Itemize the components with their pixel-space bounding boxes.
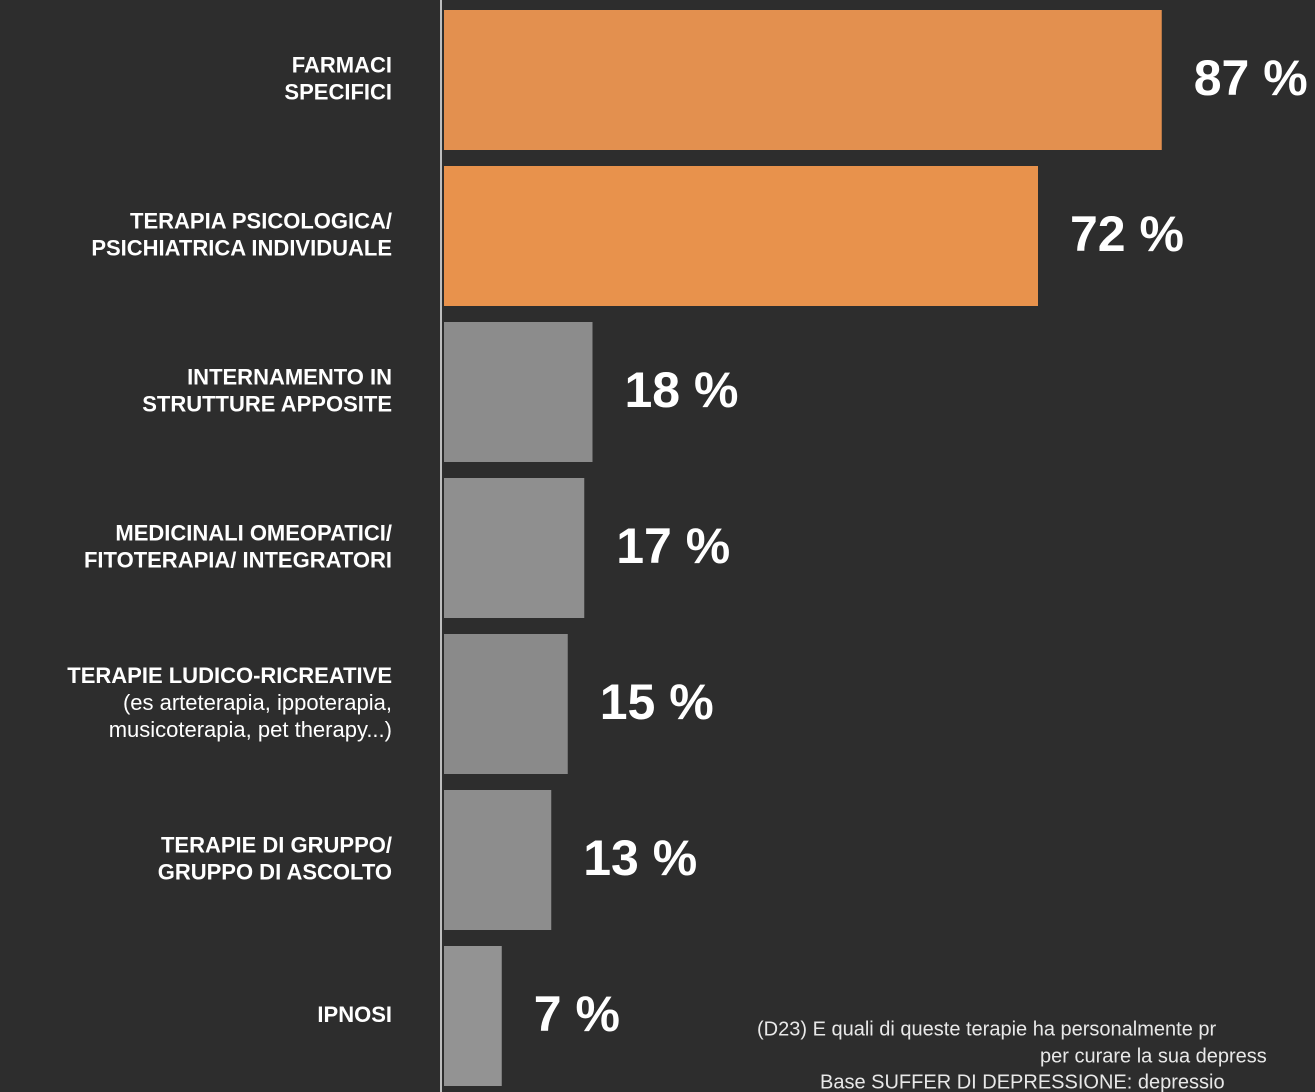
bar xyxy=(444,790,552,930)
footnote: (D23) E quali di queste terapie ha perso… xyxy=(757,1018,1217,1040)
category-label: TERAPIA PSICOLOGICA/ xyxy=(130,208,392,233)
footnote: per curare la sua depress xyxy=(1040,1045,1267,1067)
category-label: (es arteterapia, ippoterapia, xyxy=(123,690,392,715)
category-label: FITOTERAPIA/ INTEGRATORI xyxy=(84,547,392,572)
value-label: 87 % xyxy=(1194,50,1308,106)
value-label: 13 % xyxy=(583,830,697,886)
category-label: GRUPPO DI ASCOLTO xyxy=(158,859,392,884)
category-label: INTERNAMENTO IN xyxy=(187,364,392,389)
bar xyxy=(444,322,593,462)
value-label: 18 % xyxy=(625,362,739,418)
value-label: 15 % xyxy=(600,674,714,730)
bar xyxy=(444,10,1162,150)
category-label: IPNOSI xyxy=(317,1002,392,1027)
category-label: FARMACI xyxy=(292,52,392,77)
category-label: TERAPIE DI GRUPPO/ xyxy=(161,832,392,857)
bar xyxy=(444,946,502,1086)
bar xyxy=(444,634,568,774)
category-label: STRUTTURE APPOSITE xyxy=(142,391,392,416)
category-label: MEDICINALI OMEOPATICI/ xyxy=(115,520,392,545)
bar xyxy=(444,166,1038,306)
category-label: musicoterapia, pet therapy...) xyxy=(109,717,392,742)
category-label: SPECIFICI xyxy=(284,79,392,104)
value-label: 17 % xyxy=(616,518,730,574)
category-label: PSICHIATRICA INDIVIDUALE xyxy=(91,235,392,260)
footnote: Base SUFFER DI DEPRESSIONE: depressio xyxy=(820,1071,1225,1092)
value-label: 7 % xyxy=(534,986,620,1042)
bar xyxy=(444,478,585,618)
category-label: TERAPIE LUDICO-RICREATIVE xyxy=(67,663,392,688)
value-label: 72 % xyxy=(1070,206,1184,262)
